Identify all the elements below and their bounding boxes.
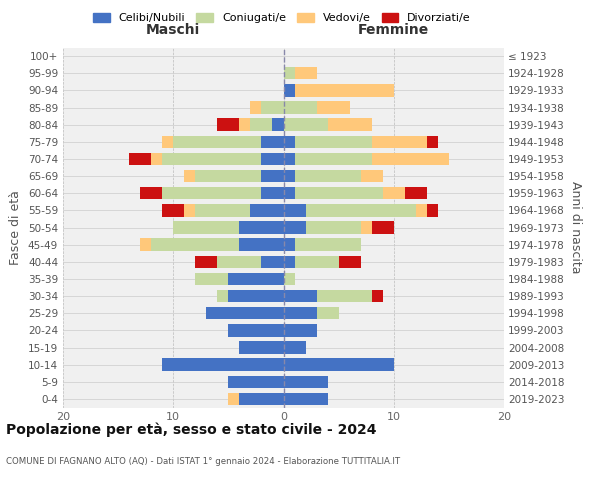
Bar [284, 187, 295, 200]
Bar [196, 204, 250, 216]
Bar [196, 170, 262, 182]
Bar [151, 238, 239, 251]
Bar [361, 170, 383, 182]
Bar [361, 222, 372, 234]
Bar [284, 273, 295, 285]
Bar [229, 273, 284, 285]
Bar [129, 153, 151, 165]
Bar [372, 222, 394, 234]
Bar [305, 204, 416, 216]
Bar [262, 102, 284, 114]
Bar [196, 273, 229, 285]
Bar [250, 102, 262, 114]
Bar [272, 118, 284, 131]
Bar [338, 256, 361, 268]
Bar [372, 290, 383, 302]
Bar [295, 238, 361, 251]
Bar [184, 204, 196, 216]
Bar [162, 204, 184, 216]
Bar [284, 307, 317, 320]
Text: Femmine: Femmine [358, 23, 430, 37]
Bar [427, 136, 438, 148]
Bar [284, 102, 317, 114]
Bar [284, 204, 305, 216]
Bar [295, 153, 372, 165]
Bar [239, 342, 284, 353]
Bar [317, 290, 372, 302]
Text: Popolazione per età, sesso e stato civile - 2024: Popolazione per età, sesso e stato civil… [6, 422, 377, 437]
Bar [416, 204, 427, 216]
Bar [162, 358, 284, 371]
Bar [295, 170, 361, 182]
Bar [262, 256, 284, 268]
Bar [173, 222, 239, 234]
Bar [151, 153, 162, 165]
Bar [217, 256, 262, 268]
Bar [196, 256, 217, 268]
Bar [372, 153, 449, 165]
Bar [239, 222, 284, 234]
Bar [262, 153, 284, 165]
Bar [372, 136, 427, 148]
Legend: Celibi/Nubili, Coniugati/e, Vedovi/e, Divorziati/e: Celibi/Nubili, Coniugati/e, Vedovi/e, Di… [89, 8, 475, 28]
Bar [295, 84, 394, 96]
Bar [229, 376, 284, 388]
Bar [305, 222, 361, 234]
Bar [262, 170, 284, 182]
Bar [317, 307, 338, 320]
Bar [295, 67, 317, 80]
Bar [284, 153, 295, 165]
Bar [162, 136, 173, 148]
Bar [229, 324, 284, 336]
Bar [162, 187, 262, 200]
Bar [284, 238, 295, 251]
Bar [295, 256, 338, 268]
Bar [162, 153, 262, 165]
Y-axis label: Fasce di età: Fasce di età [10, 190, 22, 265]
Bar [405, 187, 427, 200]
Bar [295, 187, 383, 200]
Bar [206, 307, 284, 320]
Text: COMUNE DI FAGNANO ALTO (AQ) - Dati ISTAT 1° gennaio 2024 - Elaborazione TUTTITAL: COMUNE DI FAGNANO ALTO (AQ) - Dati ISTAT… [6, 458, 400, 466]
Bar [284, 376, 328, 388]
Bar [140, 238, 151, 251]
Bar [328, 118, 372, 131]
Bar [173, 136, 262, 148]
Bar [239, 118, 250, 131]
Bar [284, 256, 295, 268]
Text: Maschi: Maschi [146, 23, 200, 37]
Bar [284, 136, 295, 148]
Bar [250, 204, 284, 216]
Bar [383, 187, 405, 200]
Bar [284, 118, 328, 131]
Bar [184, 170, 196, 182]
Bar [284, 393, 328, 405]
Bar [295, 136, 372, 148]
Bar [239, 393, 284, 405]
Bar [284, 324, 317, 336]
Bar [140, 187, 162, 200]
Bar [317, 102, 350, 114]
Bar [284, 222, 305, 234]
Bar [427, 204, 438, 216]
Bar [217, 118, 239, 131]
Bar [284, 67, 295, 80]
Bar [284, 290, 317, 302]
Bar [229, 393, 239, 405]
Bar [229, 290, 284, 302]
Bar [284, 342, 305, 353]
Bar [284, 170, 295, 182]
Bar [250, 118, 272, 131]
Y-axis label: Anni di nascita: Anni di nascita [569, 181, 581, 274]
Bar [239, 238, 284, 251]
Bar [284, 358, 394, 371]
Bar [284, 84, 295, 96]
Bar [217, 290, 229, 302]
Bar [262, 136, 284, 148]
Bar [262, 187, 284, 200]
